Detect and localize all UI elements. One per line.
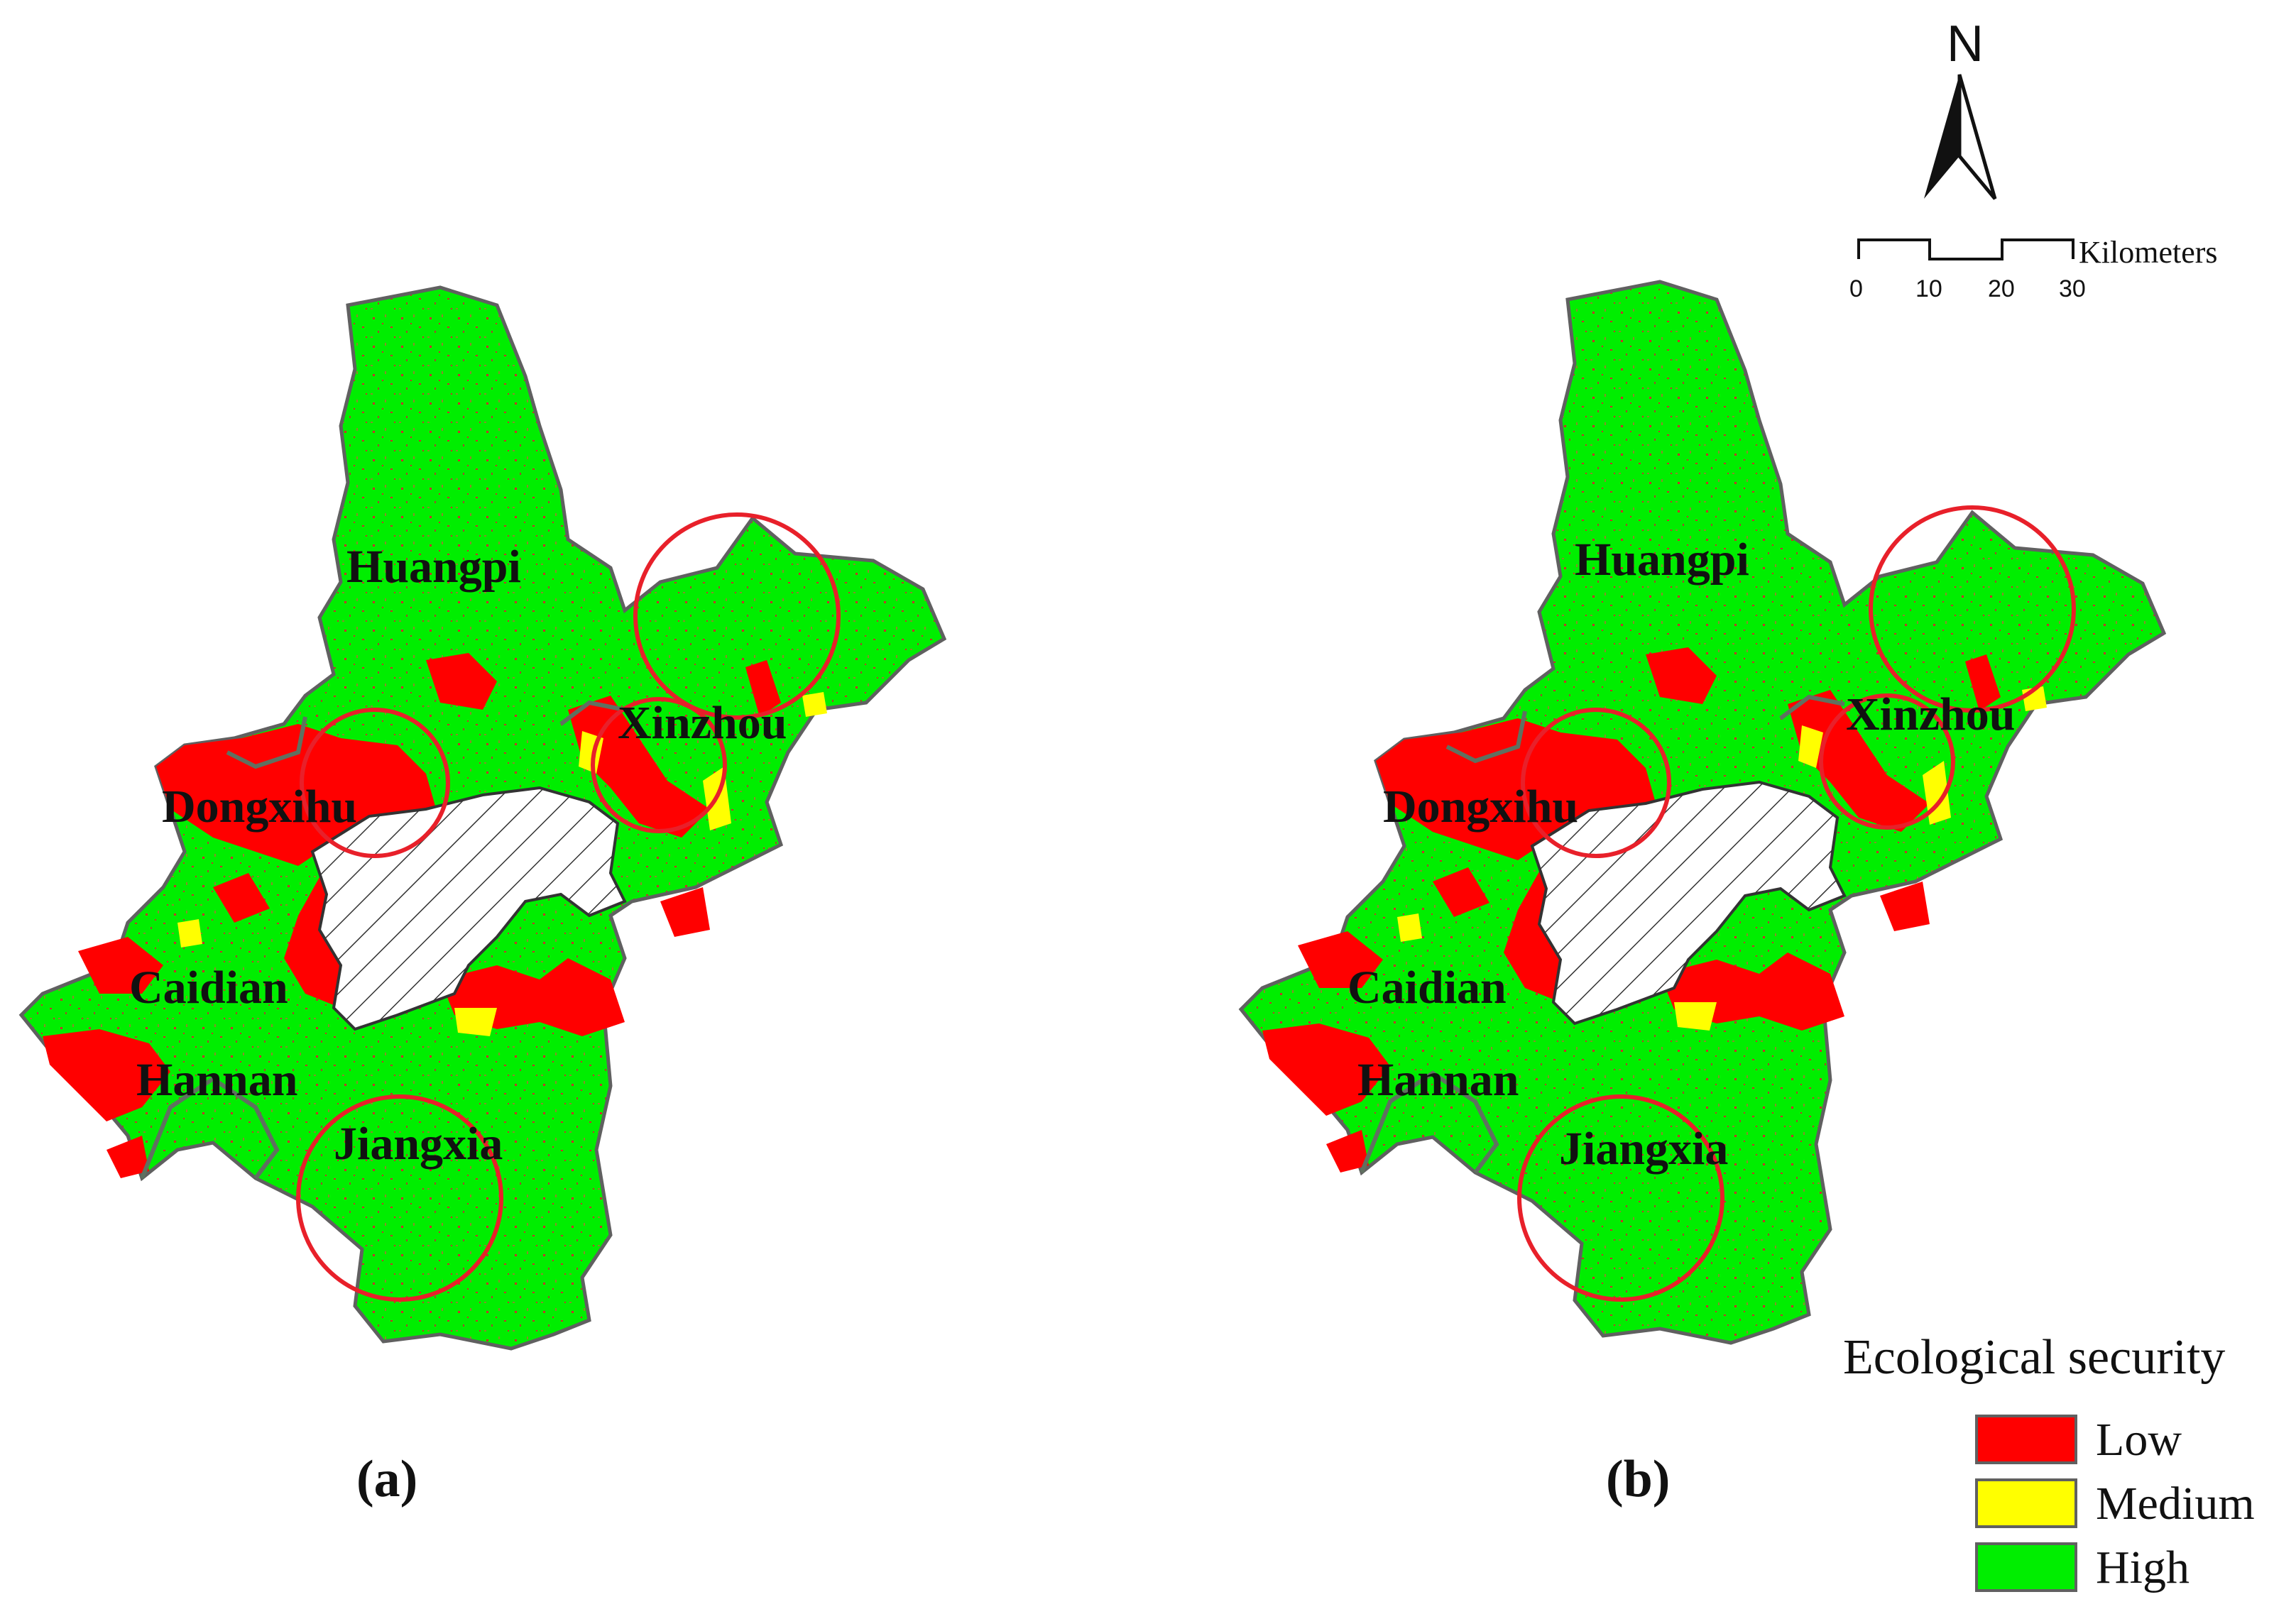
scale-unit-label: Kilometers — [2079, 235, 2218, 270]
scale-bar-line — [1857, 238, 2074, 260]
district-label-huangpi: Huangpi — [346, 541, 521, 593]
scale-tick-20: 20 — [1988, 275, 2015, 302]
highlight-circles — [1517, 505, 2076, 1302]
highlight-circle-xinzhou-south — [591, 697, 727, 833]
district-label-dongxihu: Dongxihu — [162, 781, 357, 833]
district-label-hannan: Hannan — [136, 1054, 297, 1106]
district-label-xinzhou: Xinzhou — [1846, 688, 2015, 740]
panel-label-a: (a) — [356, 1450, 417, 1508]
scale-tick-0: 0 — [1849, 275, 1863, 302]
district-label-jiangxia: Jiangxia — [1559, 1123, 1728, 1175]
highlight-circle-dongxihu — [300, 708, 450, 858]
district-label-huangpi: Huangpi — [1575, 534, 1749, 586]
district-label-caidian: Caidian — [129, 962, 288, 1014]
scale-tick-30: 30 — [2059, 275, 2086, 302]
highlight-circle-jiangxia — [296, 1094, 503, 1302]
panel-label-b: (b) — [1606, 1450, 1670, 1508]
highlight-circle-xinzhou-south — [1819, 693, 1955, 830]
legend-label-medium: Medium — [2096, 1478, 2255, 1530]
district-label-jiangxia: Jiangxia — [334, 1118, 503, 1170]
scale-bar: 0 10 20 30 Kilometers — [1849, 235, 2218, 302]
legend: Ecological security Low Medium High — [1843, 1330, 2255, 1593]
highlight-circle-jiangxia — [1517, 1094, 1724, 1302]
highlight-circle-dongxihu — [1521, 708, 1671, 858]
district-label-dongxihu: Dongxihu — [1383, 781, 1578, 833]
highlight-circles — [296, 512, 841, 1302]
map-panel-b: Huangpi Xinzhou Dongxihu Caidian Hannan … — [1241, 282, 2164, 1508]
scale-tick-10: 10 — [1915, 275, 1942, 302]
legend-swatch-low — [1975, 1415, 2077, 1464]
north-arrow-label: N — [1947, 16, 1984, 72]
legend-label-low: Low — [2096, 1414, 2182, 1466]
legend-label-high: High — [2096, 1542, 2190, 1593]
highlight-circle-xinzhou-north — [633, 512, 841, 720]
legend-title: Ecological security — [1843, 1330, 2225, 1385]
map-panel-a: Huangpi Xinzhou Dongxihu Caidian Hannan … — [21, 287, 944, 1508]
district-label-xinzhou: Xinzhou — [618, 697, 787, 749]
legend-swatch-high — [1975, 1542, 2077, 1592]
north-arrow: N — [1924, 16, 1997, 200]
district-label-caidian: Caidian — [1347, 962, 1507, 1014]
north-arrow-icon — [1924, 75, 1959, 199]
district-label-hannan: Hannan — [1357, 1054, 1519, 1106]
legend-swatch-medium — [1975, 1478, 2077, 1528]
highlight-circle-xinzhou-north — [1869, 505, 2076, 713]
